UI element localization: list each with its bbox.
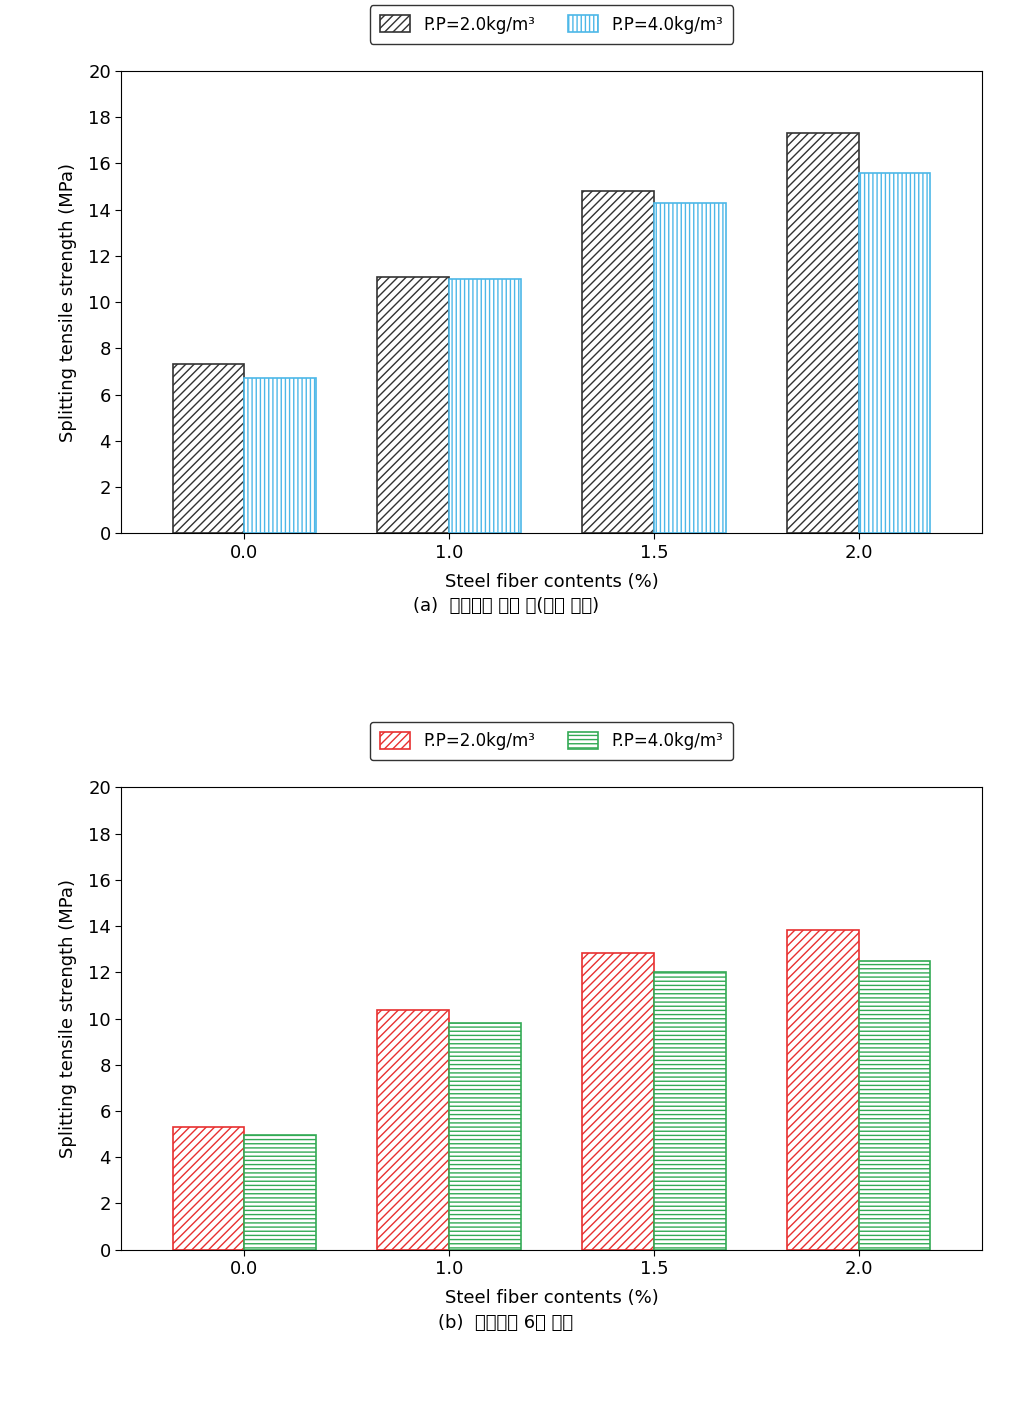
Bar (449, 1024, 521, 1250)
Y-axis label: Splitting tensile strength (MPa): Splitting tensile strength (MPa) (59, 879, 77, 1157)
Legend: P.P=2.0kg/m³, P.P=4.0kg/m³: P.P=2.0kg/m³, P.P=4.0kg/m³ (369, 6, 733, 44)
Y-axis label: Splitting tensile strength (MPa): Splitting tensile strength (MPa) (59, 163, 77, 442)
Bar (858, 961, 929, 1250)
Bar (787, 133, 858, 532)
Bar (377, 1011, 449, 1250)
X-axis label: Steel fiber contents (%): Steel fiber contents (%) (444, 1289, 658, 1308)
Bar (787, 930, 858, 1250)
Bar (173, 1127, 244, 1250)
X-axis label: Steel fiber contents (%): Steel fiber contents (%) (444, 572, 658, 591)
Bar (449, 278, 521, 532)
Bar (653, 203, 725, 532)
Text: (a)  열사이클 적용 전(초기 상태): (a) 열사이클 적용 전(초기 상태) (412, 596, 599, 615)
Bar (581, 192, 653, 532)
Text: (b)  열사이클 6회 적용: (b) 열사이클 6회 적용 (438, 1314, 573, 1332)
Bar (581, 953, 653, 1250)
Bar (858, 173, 929, 532)
Bar (244, 1135, 315, 1250)
Bar (377, 277, 449, 532)
Legend: P.P=2.0kg/m³, P.P=4.0kg/m³: P.P=2.0kg/m³, P.P=4.0kg/m³ (369, 721, 733, 760)
Bar (244, 378, 315, 532)
Bar (173, 365, 244, 532)
Bar (653, 973, 725, 1250)
